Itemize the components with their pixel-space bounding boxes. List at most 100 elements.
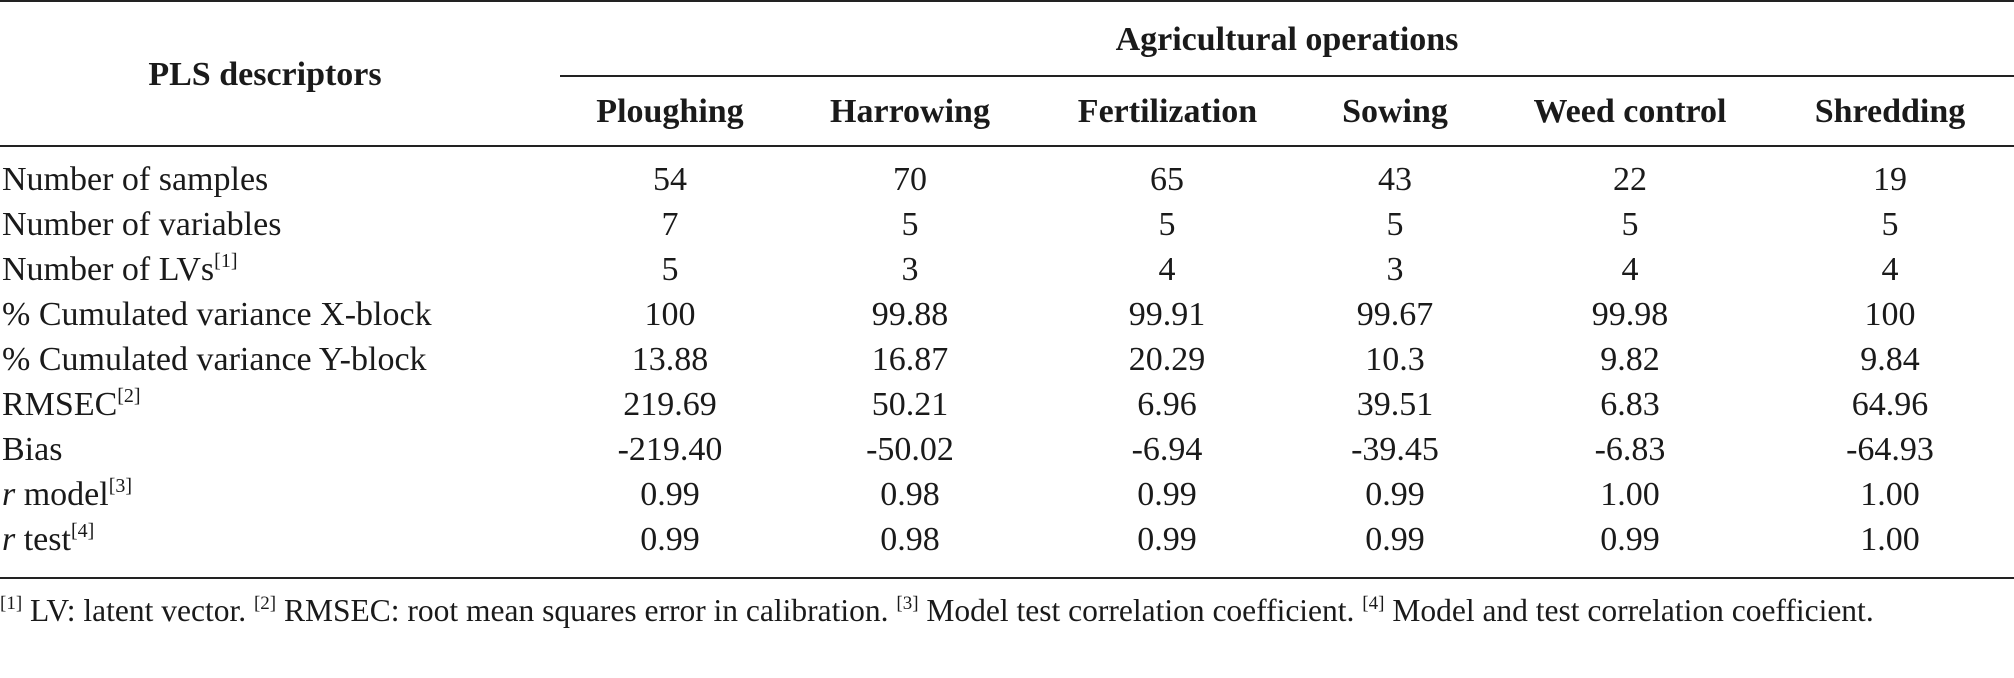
table-cell: 22 xyxy=(1613,161,1647,198)
table-cell: 13.88 xyxy=(631,341,709,378)
footnote-text: RMSEC: root mean squares error in calibr… xyxy=(276,593,897,628)
table-cell: 1.00 xyxy=(1600,476,1660,513)
row-label: r model[3] xyxy=(2,475,132,515)
footnote-marker: [4] xyxy=(1362,593,1385,614)
table-cell: 1.00 xyxy=(1860,476,1920,513)
row-label-italic: r xyxy=(2,521,16,558)
row-label-text: test xyxy=(15,521,71,558)
table-cell: -6.83 xyxy=(1594,431,1666,468)
row-label-text: % Cumulated variance Y-block xyxy=(2,341,427,378)
row-label-italic: r xyxy=(2,476,16,513)
table-cell: 10.3 xyxy=(1365,341,1425,378)
row-label-text: Bias xyxy=(2,431,63,468)
table-cell: 50.21 xyxy=(871,386,949,423)
table-cell: 0.99 xyxy=(1365,521,1425,558)
table-cell: 0.99 xyxy=(1137,476,1197,513)
table-cell: 99.91 xyxy=(1128,296,1206,333)
row-label: RMSEC[2] xyxy=(2,385,141,425)
table-cell: 64.96 xyxy=(1851,386,1929,423)
row-label: Number of samples xyxy=(2,160,268,200)
row-label: Number of variables xyxy=(2,205,281,245)
table-cell: 0.99 xyxy=(1137,521,1197,558)
row-header-label: PLS descriptors xyxy=(148,56,382,93)
row-label: Bias xyxy=(2,430,62,470)
bottom-rule xyxy=(0,577,2014,579)
table-cell: 9.82 xyxy=(1600,341,1660,378)
footnote-marker: [1] xyxy=(0,593,23,614)
table-cell: 4 xyxy=(1621,251,1639,288)
column-header-shredding: Shredding xyxy=(1814,93,1966,130)
table-cell: 99.88 xyxy=(871,296,949,333)
column-header-weed-control: Weed control xyxy=(1533,93,1727,130)
table-cell: -50.02 xyxy=(866,431,954,468)
table-cell: 6.96 xyxy=(1137,386,1197,423)
footnote-text: LV: latent vector. xyxy=(22,593,254,628)
row-label-text: % Cumulated variance X-block xyxy=(2,296,432,333)
table-cell: 3 xyxy=(1386,251,1404,288)
table-cell: 43 xyxy=(1378,161,1412,198)
table-cell: 5 xyxy=(1386,206,1404,243)
group-header-label: Agricultural operations xyxy=(1115,21,1459,58)
table-cell: 20.29 xyxy=(1128,341,1206,378)
table-cell: 65 xyxy=(1150,161,1184,198)
column-header-ploughing: Ploughing xyxy=(596,93,744,130)
table-cell: 0.98 xyxy=(880,521,940,558)
group-header-rule xyxy=(560,75,2014,77)
row-label-text: RMSEC xyxy=(2,386,118,423)
table-cell: -64.93 xyxy=(1846,431,1934,468)
row-label-footnote-marker: [1] xyxy=(214,250,238,272)
footnote-marker: [2] xyxy=(253,593,277,614)
table-cell: 5 xyxy=(901,206,919,243)
table-cell: 7 xyxy=(661,206,679,243)
table-cell: 3 xyxy=(901,251,919,288)
row-label-text: Number of variables xyxy=(2,206,282,243)
table-cell: -6.94 xyxy=(1131,431,1203,468)
table-cell: 5 xyxy=(1881,206,1899,243)
table-cell: 0.99 xyxy=(1600,521,1660,558)
column-header-sowing: Sowing xyxy=(1342,93,1448,130)
row-label: % Cumulated variance X-block xyxy=(2,295,432,335)
footnote-marker: [3] xyxy=(896,593,919,614)
table-cell: 54 xyxy=(653,161,687,198)
footnotes: [1] LV: latent vector. [2] RMSEC: root m… xyxy=(0,589,2014,633)
column-header-harrowing: Harrowing xyxy=(830,93,990,130)
table-cell: 4 xyxy=(1881,251,1899,288)
table-cell: 6.83 xyxy=(1600,386,1660,423)
row-label-footnote-marker: [2] xyxy=(117,385,141,407)
table-cell: 100 xyxy=(1864,296,1916,333)
table-cell: 99.67 xyxy=(1356,296,1434,333)
table-cell: 1.00 xyxy=(1860,521,1920,558)
row-label-footnote-marker: [3] xyxy=(108,475,133,497)
table-cell: 70 xyxy=(893,161,927,198)
table-cell: 100 xyxy=(644,296,696,333)
table-cell: 5 xyxy=(1158,206,1176,243)
table-cell: 99.98 xyxy=(1591,296,1669,333)
top-rule xyxy=(0,0,2014,2)
row-label-text: Number of samples xyxy=(2,161,269,198)
footnote-text: Model and test correlation coefficient. xyxy=(1384,593,1874,628)
table-cell: 0.99 xyxy=(640,521,700,558)
table-cell: 9.84 xyxy=(1860,341,1920,378)
table-cell: 16.87 xyxy=(871,341,949,378)
table-cell: 19 xyxy=(1873,161,1907,198)
row-label-footnote-marker: [4] xyxy=(70,520,95,542)
footnote-text: Model test correlation coefficient. xyxy=(918,593,1363,628)
table-cell: -219.40 xyxy=(617,431,723,468)
table-cell: 4 xyxy=(1158,251,1176,288)
row-label: % Cumulated variance Y-block xyxy=(2,340,427,380)
table-cell: 39.51 xyxy=(1356,386,1434,423)
row-label: Number of LVs[1] xyxy=(2,250,238,290)
table-cell: -39.45 xyxy=(1351,431,1439,468)
table-cell: 5 xyxy=(661,251,679,288)
table-cell: 5 xyxy=(1621,206,1639,243)
row-label-text: Number of LVs xyxy=(2,251,215,288)
column-header-fertilization: Fertilization xyxy=(1077,93,1258,130)
table-cell: 0.99 xyxy=(1365,476,1425,513)
table-cell: 0.98 xyxy=(880,476,940,513)
table-cell: 219.69 xyxy=(623,386,717,423)
row-label: r test[4] xyxy=(2,520,94,560)
header-rule xyxy=(0,145,2014,147)
table-cell: 0.99 xyxy=(640,476,700,513)
row-label-text: model xyxy=(15,476,109,513)
